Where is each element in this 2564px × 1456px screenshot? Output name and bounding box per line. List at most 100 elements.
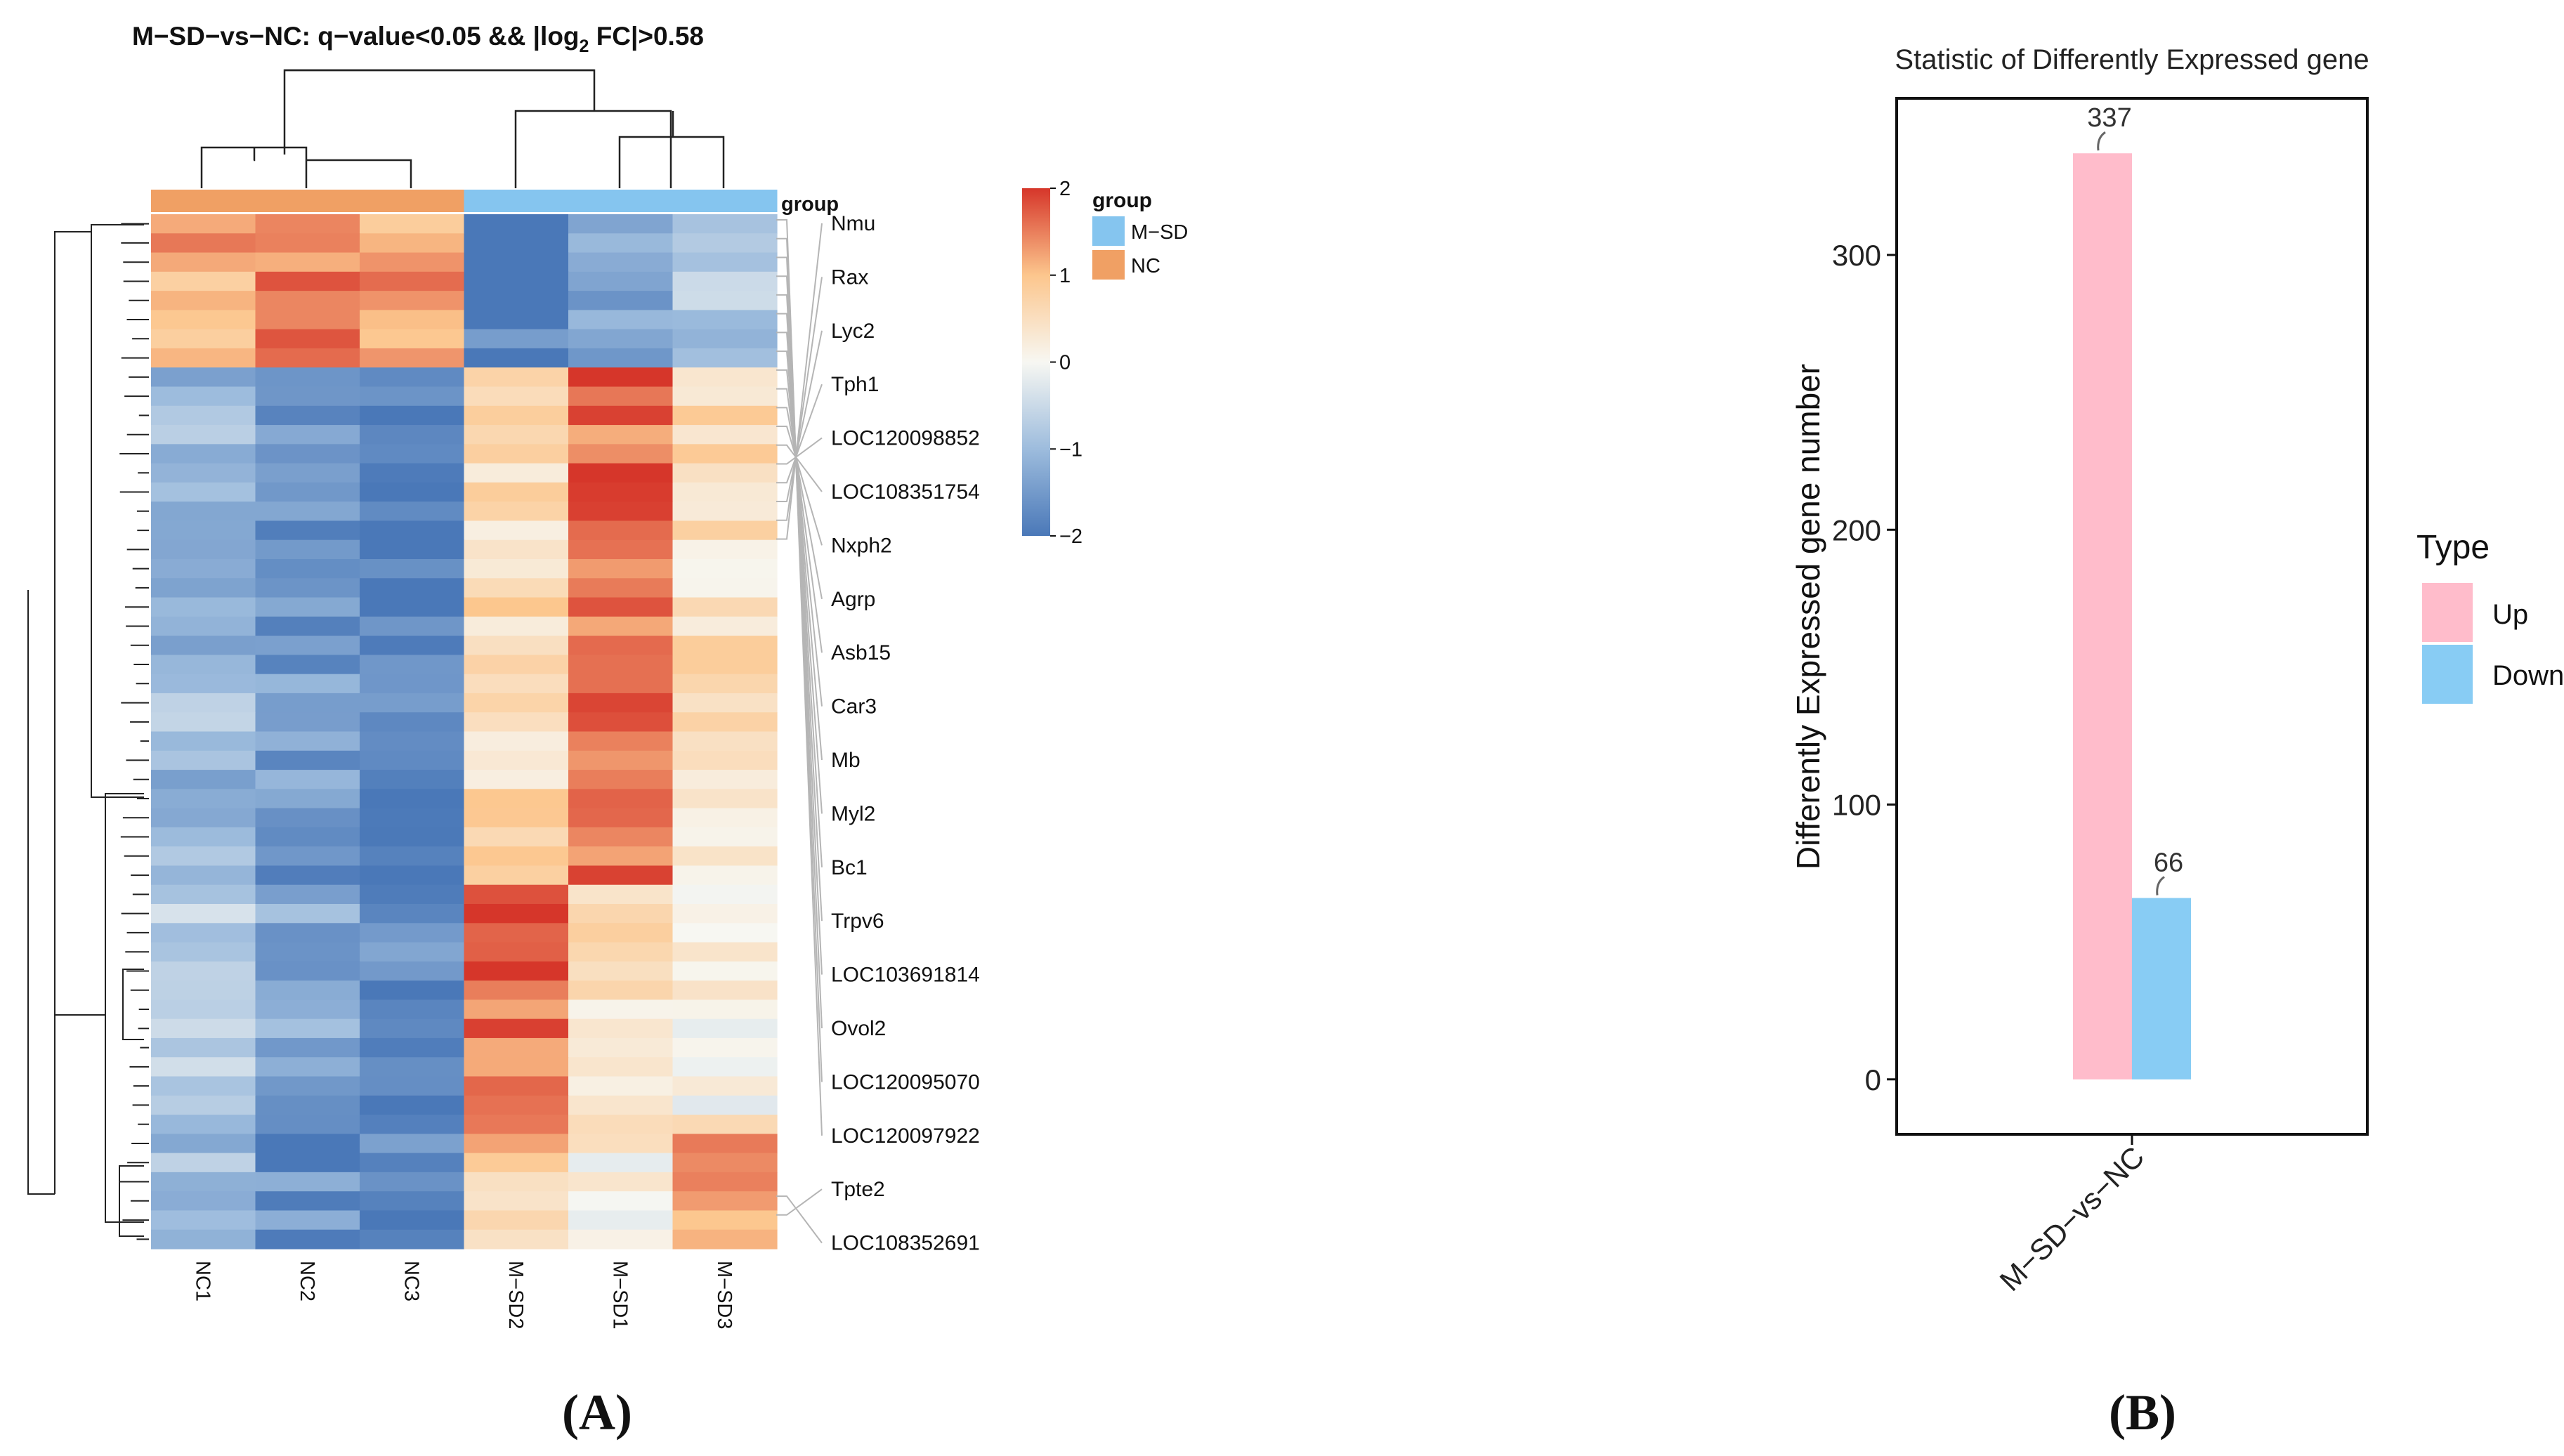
y-axis-title: Differently Expressed gene number: [1790, 364, 1826, 870]
annotation-cell-1: [151, 190, 256, 212]
heatmap-cell: [151, 444, 256, 464]
y-tick-label: 200: [1832, 513, 1881, 546]
heatmap-cell: [151, 291, 256, 310]
heatmap-cell: [360, 1037, 465, 1058]
heatmap-cell: [672, 444, 778, 464]
heatmap-cell: [255, 1018, 360, 1039]
heatmap-cell: [151, 942, 256, 962]
heatmap-cell: [255, 252, 360, 273]
heatmap-cell: [568, 329, 674, 349]
heatmap-cell: [151, 674, 256, 694]
column-label: NC2: [296, 1261, 318, 1301]
heatmap-cell: [568, 846, 674, 867]
heatmap-cell: [360, 1057, 465, 1077]
heatmap-cell: [672, 597, 778, 617]
heatmap-cell: [151, 1153, 256, 1173]
heatmap-cell: [360, 597, 465, 617]
heatmap-cell: [255, 597, 360, 617]
heatmap-cell: [568, 271, 674, 291]
heatmap-cell: [464, 425, 569, 445]
heatmap-cell: [151, 770, 256, 789]
gene-label: LOC103691814: [831, 964, 980, 987]
heatmap-cell: [672, 1191, 778, 1212]
heatmap-cell: [255, 865, 360, 886]
heatmap-cell: [255, 578, 360, 598]
column-label: NC1: [191, 1261, 214, 1301]
heatmap-cell: [672, 750, 778, 770]
gene-label: Agrp: [831, 588, 875, 611]
gene-connector: [776, 275, 823, 975]
heatmap-cell: [568, 1210, 674, 1231]
heatmap-cell: [464, 923, 569, 943]
heatmap-cell: [672, 520, 778, 541]
heatmap-title-main: M−SD−vs−NC: q−value<0.05 && |log: [132, 22, 580, 51]
heatmap-cell: [255, 655, 360, 675]
heatmap-cell: [360, 693, 465, 713]
scale-tick-label: 0: [1059, 352, 1071, 374]
scale-tick-label: 1: [1059, 265, 1071, 287]
heatmap-cell: [151, 616, 256, 636]
heatmap-cell: [151, 808, 256, 828]
heatmap-cell: [672, 233, 778, 254]
heatmap-cell: [151, 1076, 256, 1096]
bars: 337 66: [2073, 103, 2191, 1080]
gene-connector: [776, 237, 823, 1082]
heatmap-cell: [360, 980, 465, 1000]
heatmap-cell: [568, 233, 674, 254]
heatmap-cell: [568, 942, 674, 962]
gene-label: Tph1: [831, 373, 879, 396]
heatmap-cell: [464, 904, 569, 924]
heatmap-cell: [464, 674, 569, 694]
heatmap-cell: [568, 655, 674, 675]
heatmap-cell: [255, 750, 360, 770]
heatmap-cell: [255, 1172, 360, 1192]
heatmap-cell: [360, 291, 465, 310]
gene-label: Asb15: [831, 641, 891, 664]
heatmap-cell: [568, 884, 674, 905]
heatmap-cell: [360, 904, 465, 924]
heatmap-cell: [255, 789, 360, 809]
heatmap-cell: [672, 1210, 778, 1231]
heatmap-cell: [464, 808, 569, 828]
heatmap-cell: [464, 405, 569, 426]
heatmap-cell: [568, 750, 674, 770]
gene-connector: [776, 444, 823, 492]
heatmap-cell: [464, 348, 569, 368]
heatmap-cell: [255, 214, 360, 234]
heatmap-cell: [672, 271, 778, 291]
heatmap-cell: [151, 233, 256, 254]
heatmap-cell: [360, 1172, 465, 1192]
heatmap-cell: [360, 655, 465, 675]
heatmap-cell: [568, 731, 674, 752]
heatmap-cell: [360, 1076, 465, 1096]
heatmap-cell: [464, 597, 569, 617]
heatmap-cell: [151, 693, 256, 713]
heatmap-cell: [672, 980, 778, 1000]
heatmap-cell: [151, 731, 256, 752]
heatmap-cell: [255, 1037, 360, 1058]
heatmap-cell: [360, 444, 465, 464]
heatmap-cell: [568, 425, 674, 445]
heatmap-cell: [255, 559, 360, 579]
gene-connector: [776, 426, 823, 546]
gene-connector: [776, 1195, 823, 1244]
heatmap-cell: [464, 616, 569, 636]
heatmap-cell: [151, 520, 256, 541]
gene-label: Myl2: [831, 802, 875, 825]
heatmap-cell: [672, 789, 778, 809]
heatmap-cell: [151, 463, 256, 483]
heatmap-cell: [464, 214, 569, 234]
heatmap-cell: [464, 559, 569, 579]
annotation-cell-6: [672, 190, 778, 212]
heatmap-cell: [672, 310, 778, 330]
heatmap-cell: [464, 1095, 569, 1115]
heatmap-cell: [151, 539, 256, 560]
heatmap-cell: [672, 904, 778, 924]
heatmap-cell: [568, 961, 674, 981]
heatmap-cell: [464, 770, 569, 789]
heatmap-cell: [255, 999, 360, 1020]
heatmap-cell: [151, 425, 256, 445]
heatmap-cell: [672, 539, 778, 560]
heatmap-cell: [151, 1134, 256, 1154]
heatmap-cell: [672, 559, 778, 579]
